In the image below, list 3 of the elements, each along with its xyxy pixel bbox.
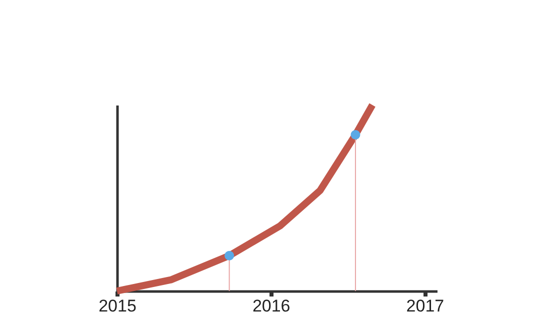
x-tick-label: 2015 [98,296,136,316]
x-tick-label: 2016 [252,296,290,316]
x-tick-label: 2017 [406,296,444,316]
